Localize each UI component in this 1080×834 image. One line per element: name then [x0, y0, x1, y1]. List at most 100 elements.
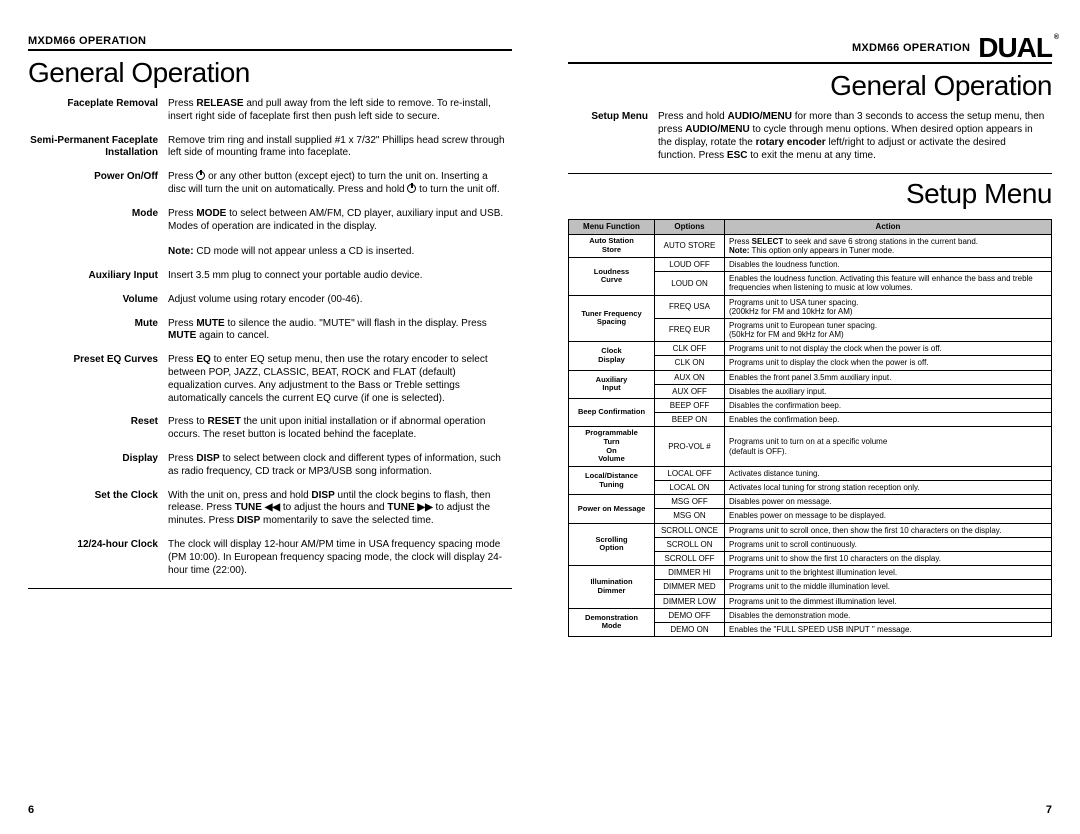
menu-option: BEEP ON	[655, 413, 725, 427]
model-suffix: OPERATION	[903, 42, 970, 54]
menu-action: Activates local tuning for strong statio…	[725, 481, 1052, 495]
bottom-divider	[28, 588, 512, 589]
menu-function: Local/DistanceTuning	[569, 466, 655, 494]
menu-function: IlluminationDimmer	[569, 566, 655, 609]
menu-option: SCROLL ONCE	[655, 523, 725, 537]
operation-desc: Press MUTE to silence the audio. "MUTE" …	[168, 315, 512, 347]
menu-option: LOUD OFF	[655, 257, 725, 271]
menu-action: Enables the "FULL SPEED USB INPUT " mess…	[725, 622, 1052, 636]
power-icon	[407, 184, 416, 193]
menu-option: LOUD ON	[655, 272, 725, 295]
menu-function: LoudnessCurve	[569, 257, 655, 295]
operation-label: Auxiliary Input	[28, 267, 168, 286]
menu-option: AUX OFF	[655, 384, 725, 398]
menu-option: CLK OFF	[655, 342, 725, 356]
operation-label: Set the Clock	[28, 487, 168, 531]
menu-option: PRO-VOL #	[655, 427, 725, 467]
menu-action: Programs unit to the brightest illuminat…	[725, 566, 1052, 580]
menu-option: LOCAL ON	[655, 481, 725, 495]
operation-label: Volume	[28, 291, 168, 310]
operation-label: Mode	[28, 205, 168, 262]
menu-option: MSG OFF	[655, 495, 725, 509]
operation-desc: The clock will display 12-hour AM/PM tim…	[168, 536, 512, 580]
menu-option: DIMMER HI	[655, 566, 725, 580]
menu-action: Disables the demonstration mode.	[725, 608, 1052, 622]
operation-label: Faceplate Removal	[28, 95, 168, 127]
menu-action: Enables the loudness function. Activatin…	[725, 272, 1052, 295]
menu-action: Enables the confirmation beep.	[725, 413, 1052, 427]
section-title-right: General Operation	[568, 70, 1052, 102]
menu-action: Disables the confirmation beep.	[725, 399, 1052, 413]
page-left: MXDM66 OPERATION General Operation Facep…	[0, 0, 540, 834]
menu-action: Programs unit to the middle illumination…	[725, 580, 1052, 594]
menu-action: Programs unit to scroll once, then show …	[725, 523, 1052, 537]
menu-function: Beep Confirmation	[569, 399, 655, 427]
menu-action: Programs unit to the dimmest illuminatio…	[725, 594, 1052, 608]
page-number-left: 6	[28, 804, 34, 816]
menu-option: MSG ON	[655, 509, 725, 523]
operation-desc: Press or any other button (except eject)…	[168, 168, 512, 200]
setup-description: Setup Menu Press and hold AUDIO/MENU for…	[568, 108, 1052, 165]
operations-table: Faceplate RemovalPress RELEASE and pull …	[28, 95, 512, 580]
menu-action: Programs unit to turn on at a specific v…	[725, 427, 1052, 467]
menu-option: SCROLL OFF	[655, 552, 725, 566]
operation-desc: Adjust volume using rotary encoder (00-4…	[168, 291, 512, 310]
menu-action: Activates distance tuning.	[725, 466, 1052, 480]
menu-header: Options	[655, 220, 725, 234]
operation-desc: With the unit on, press and hold DISP un…	[168, 487, 512, 531]
dual-logo: DUAL	[978, 35, 1052, 60]
operation-label: Display	[28, 450, 168, 482]
menu-option: DEMO OFF	[655, 608, 725, 622]
menu-action: Press SELECT to seek and save 6 strong s…	[725, 234, 1052, 257]
operation-desc: Press to RESET the unit upon initial ins…	[168, 413, 512, 445]
operation-label: Preset EQ Curves	[28, 351, 168, 408]
model-suffix: OPERATION	[79, 35, 146, 47]
operation-desc: Insert 3.5 mm plug to connect your porta…	[168, 267, 512, 286]
model-label: MXDM66 OPERATION	[28, 35, 146, 47]
menu-option: AUTO STORE	[655, 234, 725, 257]
setup-menu-title: Setup Menu	[568, 178, 1052, 210]
page-right: MXDM66 OPERATION DUAL General Operation …	[540, 0, 1080, 834]
header-left: MXDM66 OPERATION	[28, 35, 512, 51]
menu-action: Programs unit to European tuner spacing.…	[725, 318, 1052, 341]
menu-option: FREQ USA	[655, 295, 725, 318]
menu-option: DIMMER MED	[655, 580, 725, 594]
operation-desc: Press DISP to select between clock and d…	[168, 450, 512, 482]
power-icon	[196, 171, 205, 180]
menu-action: Programs unit to display the clock when …	[725, 356, 1052, 370]
menu-action: Programs unit to USA tuner spacing.(200k…	[725, 295, 1052, 318]
menu-action: Enables power on message to be displayed…	[725, 509, 1052, 523]
section-title-left: General Operation	[28, 57, 512, 89]
menu-option: CLK ON	[655, 356, 725, 370]
setup-menu-label: Setup Menu	[568, 108, 658, 165]
operation-desc: Remove trim ring and install supplied #1…	[168, 132, 512, 164]
menu-option: BEEP OFF	[655, 399, 725, 413]
operation-label: Semi-Permanent Faceplate Installation	[28, 132, 168, 164]
menu-function: DemonstrationMode	[569, 608, 655, 636]
menu-header: Menu Function	[569, 220, 655, 234]
model-label: MXDM66 OPERATION	[852, 42, 970, 54]
menu-option: DIMMER LOW	[655, 594, 725, 608]
menu-option: AUX ON	[655, 370, 725, 384]
model-prefix: MXDM66	[852, 42, 900, 54]
model-prefix: MXDM66	[28, 35, 76, 47]
header-right: MXDM66 OPERATION DUAL	[568, 35, 1052, 64]
menu-action: Disables the auxiliary input.	[725, 384, 1052, 398]
menu-action: Enables the front panel 3.5mm auxiliary …	[725, 370, 1052, 384]
operation-desc: Press MODE to select between AM/FM, CD p…	[168, 205, 512, 262]
menu-action: Disables the loudness function.	[725, 257, 1052, 271]
operation-label: Mute	[28, 315, 168, 347]
menu-action: Programs unit to scroll continuously.	[725, 537, 1052, 551]
menu-option: FREQ EUR	[655, 318, 725, 341]
menu-action: Programs unit to not display the clock w…	[725, 342, 1052, 356]
menu-function: Auto StationStore	[569, 234, 655, 257]
setup-menu-desc: Press and hold AUDIO/MENU for more than …	[658, 108, 1052, 165]
operation-label: Power On/Off	[28, 168, 168, 200]
menu-function: Power on Message	[569, 495, 655, 523]
menu-option: DEMO ON	[655, 622, 725, 636]
operation-desc: Press RELEASE and pull away from the lef…	[168, 95, 512, 127]
menu-action: Disables power on message.	[725, 495, 1052, 509]
menu-option: SCROLL ON	[655, 537, 725, 551]
operation-label: 12/24-hour Clock	[28, 536, 168, 580]
menu-action: Programs unit to show the first 10 chara…	[725, 552, 1052, 566]
